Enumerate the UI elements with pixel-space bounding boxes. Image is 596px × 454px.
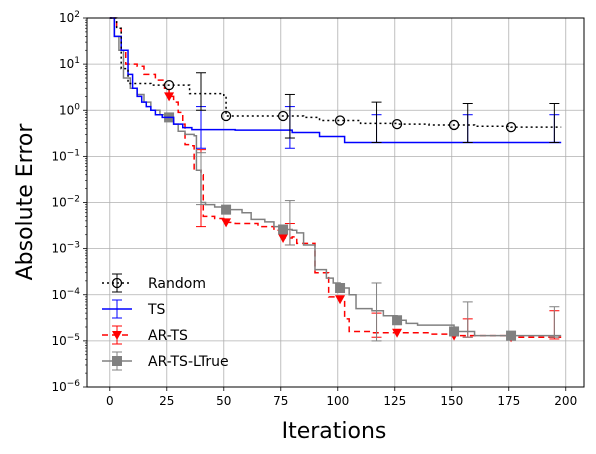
y-tick-label: 100 [59, 102, 80, 117]
y-axis-title: Absolute Error [13, 123, 38, 281]
y-tick-label: 10−2 [51, 195, 80, 210]
data-point-marker [506, 330, 517, 341]
x-tick-label: 100 [326, 394, 349, 408]
data-point-marker [112, 356, 122, 366]
data-point-marker [278, 224, 289, 235]
y-tick-label: 10−1 [51, 148, 80, 163]
legend-label: TS [147, 302, 166, 318]
data-point-marker [278, 233, 289, 243]
data-point-marker [112, 331, 122, 340]
data-point-marker [163, 80, 175, 91]
y-tick-label: 10−6 [51, 379, 80, 394]
x-tick-label: 200 [554, 394, 577, 408]
y-tick-label: 102 [59, 10, 80, 25]
series-ar-ts-ltrue [109, 17, 562, 342]
legend-item: AR-TS [102, 325, 188, 345]
data-point-marker [391, 118, 403, 130]
data-point-marker [505, 122, 517, 133]
data-point-marker [449, 326, 460, 337]
series-layer [109, 17, 562, 343]
x-tick-label: 50 [216, 394, 231, 408]
legend: Random TS AR-TS AR-TS-LTrue [102, 273, 229, 371]
series-line [109, 17, 562, 144]
data-point-marker [448, 119, 460, 131]
data-point-marker [220, 110, 232, 122]
y-axis-ticks: 10−6 10−5 10−4 10−3 10−2 10−1 100 101 102 [51, 10, 87, 394]
legend-label: Random [148, 276, 206, 292]
legend-label: AR-TS-LTrue [148, 354, 229, 370]
x-tick-label: 25 [159, 394, 174, 408]
series-ar-ts [109, 17, 562, 343]
x-axis-title: Iterations [282, 419, 387, 444]
y-tick-label: 10−4 [51, 287, 80, 302]
data-point-marker [392, 328, 403, 338]
x-tick-label: 0 [106, 394, 114, 408]
x-tick-label: 150 [440, 394, 463, 408]
y-tick-label: 10−5 [51, 333, 80, 348]
legend-label: AR-TS [148, 328, 188, 344]
legend-item: AR-TS-LTrue [102, 351, 229, 371]
data-point-marker [221, 204, 232, 215]
data-point-marker [111, 277, 123, 289]
legend-item: Random [102, 273, 206, 293]
data-point-marker [392, 315, 403, 326]
x-tick-label: 75 [273, 394, 288, 408]
legend-item: TS [102, 299, 166, 319]
y-tick-label: 101 [59, 56, 80, 71]
data-point-marker [221, 218, 232, 228]
x-tick-label: 175 [497, 394, 520, 408]
data-point-marker [277, 110, 289, 122]
x-tick-label: 125 [383, 394, 406, 408]
data-point-marker [334, 115, 346, 126]
series-line [109, 17, 562, 128]
data-point-marker [164, 92, 175, 102]
data-point-marker [335, 295, 346, 305]
series-random [109, 17, 562, 143]
data-point-marker [335, 283, 346, 294]
x-axis-ticks: 0 25 50 75 100 125 150 175 200 [106, 387, 577, 408]
y-tick-label: 10−3 [51, 241, 80, 256]
